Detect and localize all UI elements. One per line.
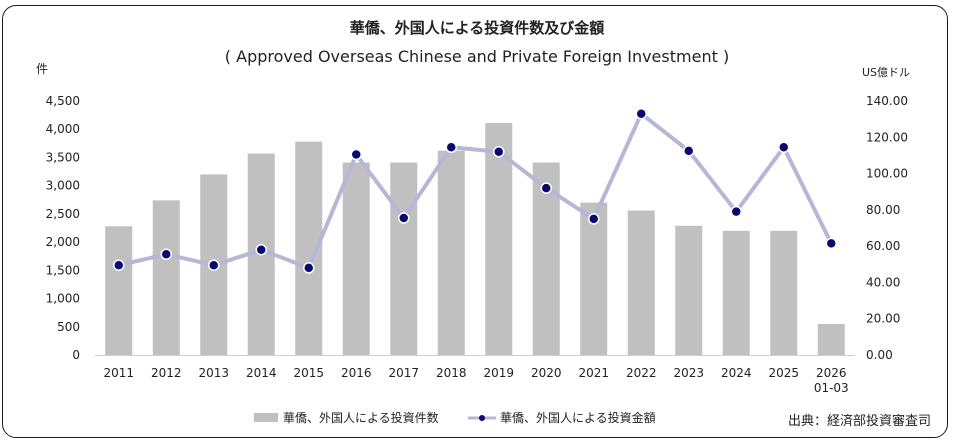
left-axis-unit: 件 [36,62,49,76]
x-axis-tick-label: 01-03 [814,381,849,395]
line-point [683,145,695,157]
left-axis-tick-label: 3,000 [46,179,80,193]
left-axis-tick-label: 500 [57,320,80,334]
left-axis-tick-label: 2,500 [46,207,80,221]
line-point [445,141,457,154]
x-axis-tick-label: 2020 [531,366,562,380]
line-point [730,205,742,218]
chart-title: 華僑、外国人による投資件数及び金額 [349,19,605,37]
left-axis-tick-label: 1,500 [46,263,80,277]
bar [152,200,180,355]
left-axis-tick-label: 0 [72,348,80,362]
line-point [208,259,220,271]
line-point [398,212,410,224]
x-axis-tick-label: 2012 [151,366,182,380]
left-axis-tick-label: 3,500 [46,150,80,164]
right-axis-tick-label: 100.00 [866,167,908,181]
bar [770,230,798,355]
line-point [778,141,790,154]
x-axis-tick-label: 2019 [483,366,514,380]
x-axis-tick-label: 2021 [578,366,609,380]
chart-subtitle: ( Approved Overseas Chinese and Private … [224,47,730,66]
x-axis-tick-label: 2022 [626,366,657,380]
bar [675,225,703,355]
right-axis-tick-label: 120.00 [866,130,908,144]
line-point [635,107,647,120]
line-point [825,237,837,250]
right-axis-tick-label: 0.00 [866,348,893,362]
x-axis-tick-label: 2017 [388,366,419,380]
right-axis-tick-label: 60.00 [866,239,900,253]
line-point [255,244,267,256]
x-axis-tick-label: 2015 [293,366,324,380]
bar [437,150,465,355]
right-axis-tick-label: 20.00 [866,312,900,326]
legend-line-marker [479,415,485,421]
line-point [160,248,172,261]
x-axis-tick-label: 2026 [816,366,847,380]
line-point [540,182,552,194]
right-axis-unit: US億ドル [862,66,911,79]
legend-bar-swatch [254,413,278,422]
bar [105,226,133,355]
x-axis-tick-label: 2016 [341,366,372,380]
line-point [588,213,600,225]
bar [390,162,418,355]
x-axis-tick-label: 2024 [721,366,752,380]
x-axis-tick-label: 2018 [436,366,467,380]
legend-bar-label: 華僑、外国人による投資件数 [283,410,439,425]
right-axis-tick-label: 40.00 [866,275,900,289]
bar [342,162,370,355]
bar [817,323,845,355]
x-axis-tick-label: 2023 [673,366,704,380]
left-axis-tick-label: 4,500 [46,94,80,108]
line-point [303,262,315,274]
series-line [118,111,834,270]
x-axis-tick-label: 2011 [103,366,134,380]
line-point [113,259,125,271]
x-axis-tick-label: 2014 [246,366,277,380]
left-axis-tick-label: 1,000 [46,292,80,306]
bar [580,202,608,355]
bar [485,123,513,355]
line-point [350,148,362,161]
right-axis-tick-label: 80.00 [866,203,900,217]
right-axis-tick-label: 140.00 [866,94,908,108]
source-note: 出典：経済部投資審査司 [788,414,932,429]
bar [627,210,655,355]
line-point [493,146,505,158]
left-axis-tick-label: 2,000 [46,235,80,249]
left-axis-tick-label: 4,000 [46,122,80,136]
x-axis-tick-label: 2025 [768,366,799,380]
bar [722,230,750,355]
legend-line-label: 華僑、外国人による投資金額 [500,410,656,425]
x-axis-tick-label: 2013 [198,366,229,380]
